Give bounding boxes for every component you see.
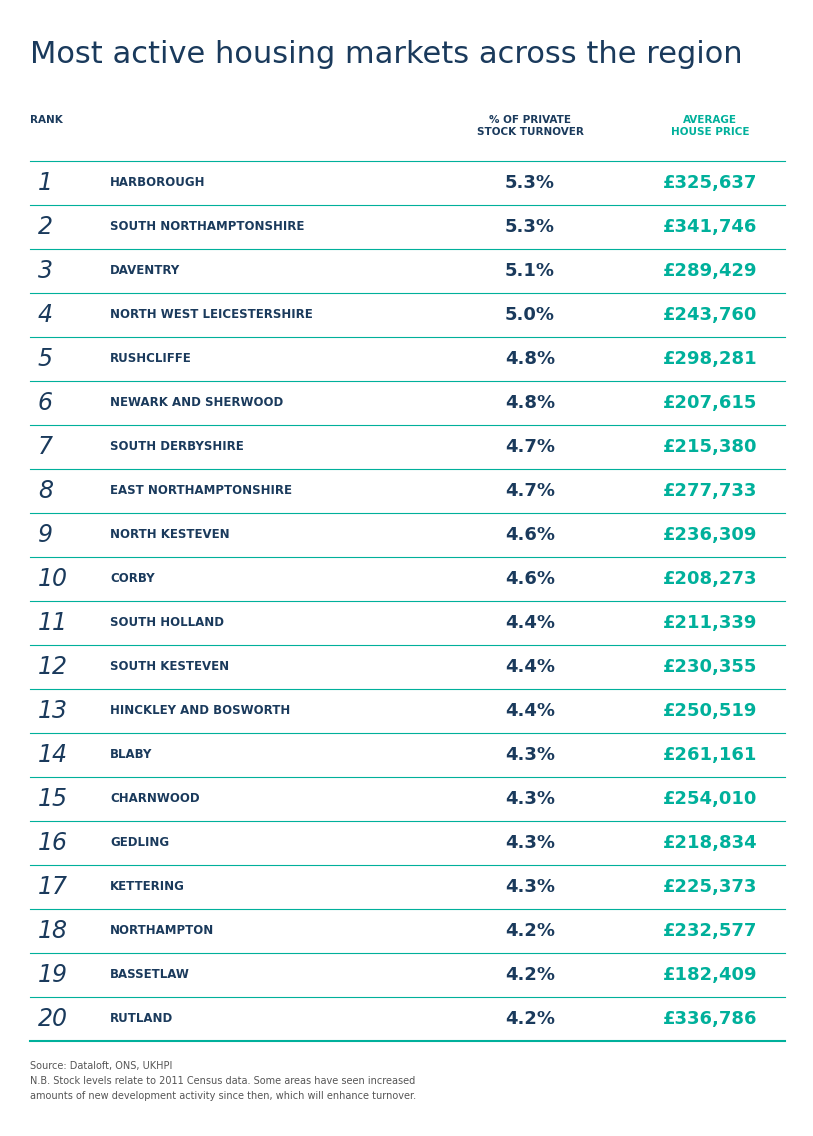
Text: HARBOROUGH: HARBOROUGH <box>110 176 206 190</box>
Text: EAST NORTHAMPTONSHIRE: EAST NORTHAMPTONSHIRE <box>110 484 292 498</box>
Text: 13: 13 <box>38 699 68 722</box>
Text: £225,373: £225,373 <box>663 878 757 896</box>
Text: 20: 20 <box>38 1006 68 1031</box>
Text: KETTERING: KETTERING <box>110 880 185 894</box>
Text: 5.3%: 5.3% <box>505 218 555 236</box>
Text: 4.7%: 4.7% <box>505 438 555 456</box>
Text: BASSETLAW: BASSETLAW <box>110 969 190 982</box>
Text: 8: 8 <box>38 479 53 503</box>
Text: £325,637: £325,637 <box>663 174 757 192</box>
Text: 15: 15 <box>38 787 68 811</box>
Text: £250,519: £250,519 <box>663 702 757 720</box>
Text: 1: 1 <box>38 172 53 195</box>
Text: £232,577: £232,577 <box>663 922 757 939</box>
Text: 4.4%: 4.4% <box>505 658 555 676</box>
Text: £277,733: £277,733 <box>663 482 757 500</box>
Text: £218,834: £218,834 <box>663 834 758 852</box>
Text: 18: 18 <box>38 919 68 943</box>
Text: 4: 4 <box>38 303 53 327</box>
Text: £236,309: £236,309 <box>663 526 757 544</box>
Text: NORTH WEST LEICESTERSHIRE: NORTH WEST LEICESTERSHIRE <box>110 309 313 321</box>
Text: 9: 9 <box>38 523 53 548</box>
Text: £254,010: £254,010 <box>663 790 757 808</box>
Text: RANK: RANK <box>30 115 63 125</box>
Text: 16: 16 <box>38 832 68 855</box>
Text: 10: 10 <box>38 567 68 591</box>
Text: 14: 14 <box>38 743 68 767</box>
Text: RUTLAND: RUTLAND <box>110 1012 173 1026</box>
Text: NORTHAMPTON: NORTHAMPTON <box>110 925 215 937</box>
Text: 11: 11 <box>38 611 68 635</box>
Text: SOUTH HOLLAND: SOUTH HOLLAND <box>110 617 224 629</box>
Text: CORBY: CORBY <box>110 573 154 585</box>
Text: 5: 5 <box>38 346 53 371</box>
Text: DAVENTRY: DAVENTRY <box>110 265 180 277</box>
Text: £215,380: £215,380 <box>663 438 757 456</box>
Text: 4.4%: 4.4% <box>505 613 555 632</box>
Text: Source: Dataloft, ONS, UKHPI
N.B. Stock levels relate to 2011 Census data. Some : Source: Dataloft, ONS, UKHPI N.B. Stock … <box>30 1061 416 1101</box>
Text: GEDLING: GEDLING <box>110 836 169 850</box>
Text: 3: 3 <box>38 259 53 283</box>
Text: 4.2%: 4.2% <box>505 966 555 984</box>
Text: 4.8%: 4.8% <box>505 350 555 368</box>
Text: £289,429: £289,429 <box>663 262 757 279</box>
Text: 2: 2 <box>38 215 53 239</box>
Text: £211,339: £211,339 <box>663 613 757 632</box>
Text: 6: 6 <box>38 391 53 415</box>
Text: 4.4%: 4.4% <box>505 702 555 720</box>
Text: BLABY: BLABY <box>110 749 152 761</box>
Text: £208,273: £208,273 <box>663 570 757 588</box>
Text: 4.2%: 4.2% <box>505 1010 555 1028</box>
Text: 4.6%: 4.6% <box>505 526 555 544</box>
Text: £261,161: £261,161 <box>663 746 757 765</box>
Text: SOUTH DERBYSHIRE: SOUTH DERBYSHIRE <box>110 441 244 453</box>
Text: 4.6%: 4.6% <box>505 570 555 588</box>
Text: AVERAGE
HOUSE PRICE: AVERAGE HOUSE PRICE <box>671 115 750 136</box>
Text: 17: 17 <box>38 875 68 899</box>
Text: 5.3%: 5.3% <box>505 174 555 192</box>
Text: £243,760: £243,760 <box>663 306 757 324</box>
Text: Most active housing markets across the region: Most active housing markets across the r… <box>30 40 742 69</box>
Text: £230,355: £230,355 <box>663 658 757 676</box>
Text: 5.1%: 5.1% <box>505 262 555 279</box>
Text: NORTH KESTEVEN: NORTH KESTEVEN <box>110 528 229 542</box>
Text: % OF PRIVATE
STOCK TURNOVER: % OF PRIVATE STOCK TURNOVER <box>476 115 584 136</box>
Text: HINCKLEY AND BOSWORTH: HINCKLEY AND BOSWORTH <box>110 704 290 718</box>
Text: £182,409: £182,409 <box>663 966 757 984</box>
Text: 4.3%: 4.3% <box>505 790 555 808</box>
Text: £341,746: £341,746 <box>663 218 757 236</box>
Text: 4.7%: 4.7% <box>505 482 555 500</box>
Text: 4.3%: 4.3% <box>505 878 555 896</box>
Text: 4.2%: 4.2% <box>505 922 555 939</box>
Text: 19: 19 <box>38 963 68 987</box>
Text: NEWARK AND SHERWOOD: NEWARK AND SHERWOOD <box>110 396 283 409</box>
Text: 7: 7 <box>38 435 53 459</box>
Text: £298,281: £298,281 <box>663 350 758 368</box>
Text: 4.3%: 4.3% <box>505 834 555 852</box>
Text: SOUTH KESTEVEN: SOUTH KESTEVEN <box>110 660 229 674</box>
Text: £207,615: £207,615 <box>663 394 757 412</box>
Text: 4.3%: 4.3% <box>505 746 555 765</box>
Text: CHARNWOOD: CHARNWOOD <box>110 793 200 805</box>
Text: SOUTH NORTHAMPTONSHIRE: SOUTH NORTHAMPTONSHIRE <box>110 220 304 234</box>
Text: £336,786: £336,786 <box>663 1010 757 1028</box>
Text: 12: 12 <box>38 655 68 679</box>
Text: 4.8%: 4.8% <box>505 394 555 412</box>
Text: RUSHCLIFFE: RUSHCLIFFE <box>110 352 192 366</box>
Text: 5.0%: 5.0% <box>505 306 555 324</box>
